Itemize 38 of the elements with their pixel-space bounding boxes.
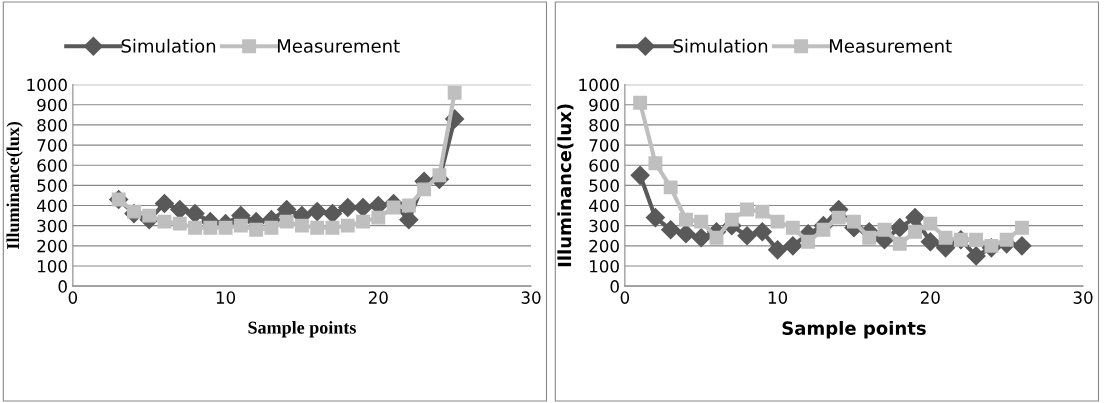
y-tick-label: 900 (37, 98, 67, 112)
y-tick-label: 700 (589, 139, 619, 152)
y-tick-label: 800 (37, 118, 67, 132)
y-axis-title: Illuminance(lux) (6, 121, 23, 249)
y-tick-label: 1000 (579, 78, 619, 92)
y-axis-title: Illuminance(lux) (557, 104, 574, 267)
legend-label: Measurement (277, 39, 400, 53)
x-tick-label: 20 (368, 291, 388, 304)
legend-label: Simulation (673, 38, 768, 53)
y-tick-label: 0 (610, 280, 619, 293)
y-tick-label: 500 (37, 179, 67, 192)
x-tick-label: 0 (620, 291, 630, 304)
y-tick-label: 600 (37, 159, 67, 172)
x-tick-label: 0 (68, 291, 78, 304)
y-tick-label: 1000 (27, 78, 67, 92)
x-tick-label: 20 (920, 291, 940, 304)
y-tick-label: 400 (589, 199, 619, 213)
x-tick-label: 10 (216, 291, 236, 304)
y-tick-label: 900 (589, 98, 619, 112)
y-tick-label: 0 (58, 280, 67, 293)
x-axis-title: Sample points (248, 321, 356, 338)
y-tick-label: 200 (589, 239, 619, 253)
x-tick-label: 30 (1073, 291, 1093, 304)
y-tick-label: 300 (589, 219, 619, 233)
y-tick-label: 600 (589, 159, 619, 172)
legend-label: Measurement (829, 39, 952, 53)
x-axis-title: Sample points (782, 321, 926, 339)
y-tick-label: 400 (37, 199, 67, 213)
y-tick-label: 500 (589, 179, 619, 192)
y-tick-label: 100 (38, 259, 67, 273)
y-tick-label: 200 (37, 239, 67, 253)
y-tick-label: 100 (590, 259, 619, 273)
y-tick-label: 700 (37, 139, 67, 152)
legend-label: Simulation (121, 38, 216, 53)
x-tick-label: 30 (521, 291, 541, 304)
y-tick-label: 300 (37, 219, 67, 233)
x-tick-label: 10 (768, 291, 788, 304)
y-tick-label: 800 (589, 118, 619, 132)
